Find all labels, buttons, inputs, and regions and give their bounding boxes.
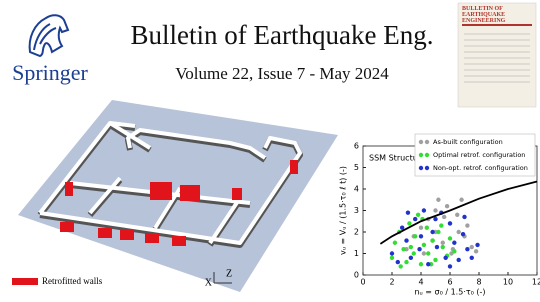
y-tick-label: 1 [354, 249, 359, 258]
point [470, 256, 474, 260]
point [390, 251, 394, 255]
legend-marker [419, 153, 423, 157]
point [452, 241, 456, 245]
point [462, 215, 466, 219]
y-axis-title: vᵤ = Vᵤ / (1.5·τ₀ ℓ t) (-) [339, 166, 348, 255]
point [396, 260, 400, 264]
x-tick-label: 2 [389, 278, 394, 287]
point [422, 251, 426, 255]
point [433, 208, 437, 212]
point [390, 256, 394, 260]
point [409, 256, 413, 260]
point [419, 262, 423, 266]
point [422, 243, 426, 247]
x-tick-label: 4 [418, 278, 423, 287]
point [407, 221, 411, 225]
point [412, 251, 416, 255]
point [419, 226, 423, 230]
point [426, 262, 430, 266]
point [461, 232, 465, 236]
point [413, 234, 417, 238]
legend-label: Non-opt. retrof. configuration [433, 164, 528, 172]
point [441, 241, 445, 245]
point [441, 245, 445, 249]
point [409, 245, 413, 249]
legend-swatch [12, 278, 38, 285]
point [436, 198, 440, 202]
point [426, 251, 430, 255]
point [417, 247, 421, 251]
point [457, 230, 461, 234]
legend-marker [425, 140, 429, 144]
y-tick-label: 3 [354, 206, 359, 215]
legend-marker [419, 166, 423, 170]
publisher: Springer [12, 60, 88, 85]
springer-logo [30, 15, 68, 56]
y-tick-label: 0 [354, 271, 359, 280]
point [430, 230, 434, 234]
point [413, 217, 417, 221]
point [406, 210, 410, 214]
point [448, 236, 452, 240]
point [404, 260, 408, 264]
point [442, 215, 446, 219]
point [436, 230, 440, 234]
point [439, 223, 443, 227]
point [452, 249, 456, 253]
point [465, 223, 469, 227]
x-tick-label: 8 [476, 278, 481, 287]
y-tick-label: 2 [354, 228, 359, 237]
building-model [18, 100, 338, 292]
x-tick-label: 12 [532, 278, 540, 287]
legend-label: As-built configuration [433, 138, 503, 146]
point [465, 247, 469, 251]
x-tick-label: 6 [447, 278, 452, 287]
point [404, 238, 408, 242]
point [433, 217, 437, 221]
cover-title: Bulletin of Earthquake Engineering [462, 6, 532, 24]
point [433, 258, 437, 262]
point [425, 226, 429, 230]
point [430, 238, 434, 242]
point [401, 247, 405, 251]
x-tick-label: 10 [503, 278, 513, 287]
legend-label: Optimal retrof. configuration [433, 151, 525, 159]
point [393, 241, 397, 245]
point [470, 245, 474, 249]
point [455, 213, 459, 217]
y-tick-label: 5 [354, 163, 359, 172]
point [422, 208, 426, 212]
point [475, 243, 479, 247]
legend-marker [425, 166, 429, 170]
point [416, 213, 420, 217]
figure-legend: Retrofitted walls [42, 276, 103, 286]
point [443, 256, 447, 260]
x-tick-label: 0 [360, 278, 365, 287]
journal-cover: Bulletin of Earthquake Engineering [458, 3, 536, 107]
axis-name: Z [226, 268, 232, 279]
point [448, 264, 452, 268]
point [435, 245, 439, 249]
legend-marker [425, 153, 429, 157]
point [419, 234, 423, 238]
point [448, 221, 452, 225]
y-tick-label: 6 [354, 142, 359, 151]
point [445, 204, 449, 208]
point [474, 249, 478, 253]
journal-title: Bulletin of Earthquake Eng. [131, 20, 434, 50]
x-axis-title: nᵤ = σ₀ / 1.5·τ₀ (-) [414, 288, 485, 297]
point [457, 258, 461, 262]
axis-name: X [205, 277, 213, 288]
y-tick-label: 4 [354, 185, 359, 194]
point [399, 264, 403, 268]
legend-marker [419, 140, 423, 144]
issue-info: Volume 22, Issue 7 - May 2024 [175, 64, 389, 83]
point [459, 198, 463, 202]
